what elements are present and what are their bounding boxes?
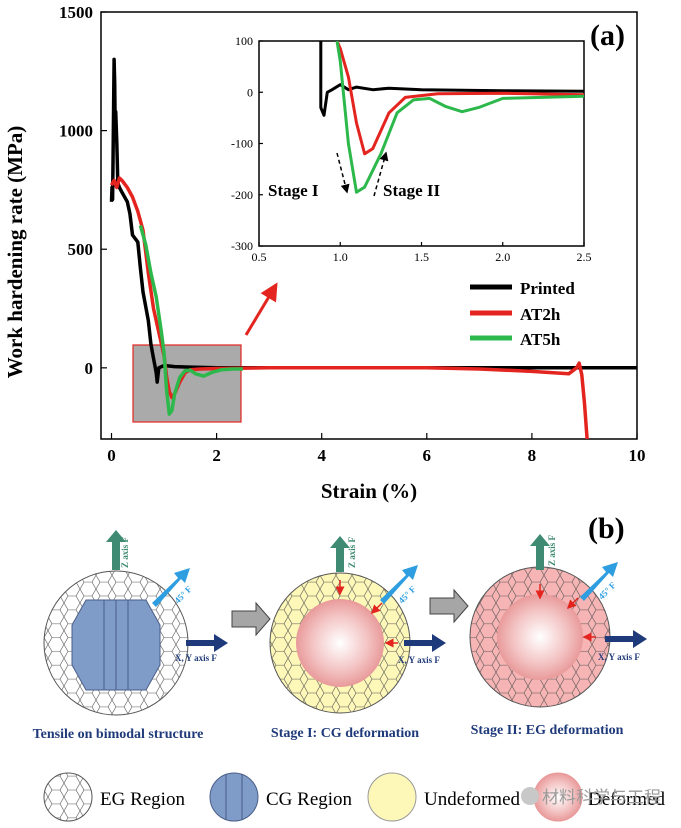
deformed-cg-core [497, 594, 583, 680]
z-force-label: Z axis F [347, 536, 357, 568]
annotation-stage-ii: Stage II [383, 181, 441, 200]
legend-label-at5h: AT5h [520, 330, 561, 349]
legend-label-printed: Printed [520, 279, 575, 298]
watermark-text: 材料科学与工程 [542, 788, 661, 807]
main-y-axis-label: Work hardening rate (MPa) [3, 126, 27, 379]
inset-axes: 0.5 1.0 1.5 2.0 2.5 -300 -200 -100 0 100 [231, 34, 592, 264]
main-y-tick-label: 0 [85, 359, 94, 378]
main-x-tick-label: 10 [629, 446, 646, 465]
watermark-logo-icon [521, 787, 539, 805]
xy-force-label: X, Y axis F [175, 653, 217, 663]
stage-caption-stage-i: Stage I: CG deformation [271, 726, 419, 741]
inset-y-tick-label: 0 [247, 85, 253, 99]
inset-x-tick-label: 2.0 [495, 250, 510, 264]
main-legend: Printed AT2h AT5h [470, 279, 575, 349]
inset-y-tick-label: -100 [231, 137, 253, 151]
legend-cg-label: CG Region [266, 789, 353, 810]
main-plot-frame [100, 11, 638, 440]
schematic-stage-ii: Z axis F 45° F X, Y axis F Stage II: EG … [469, 534, 647, 738]
stage-ii-arrow [373, 151, 389, 197]
diag-force-label: 45° F [172, 584, 194, 606]
process-arrow-1 [231, 601, 271, 637]
process-arrow-2 [429, 588, 469, 624]
legend-deformed-label: Deformed [588, 789, 666, 810]
legend-undeformed-label: Undeformed [424, 789, 521, 810]
main-series [109, 57, 637, 439]
inset-series-printed [319, 41, 584, 117]
inset-x-tick-label: 2.5 [577, 250, 592, 264]
main-x-tick-label: 0 [107, 446, 116, 465]
z-force-arrow [330, 536, 350, 572]
panel-b-schematic: (b) Z axis F 45° F X, Y axis F Tensile o… [33, 512, 666, 822]
xy-force-label: X, Y axis F [398, 655, 440, 665]
schematic-legend: EG Region CG Region Undeformed Deformed … [43, 772, 666, 822]
stage-caption-stage-ii: Stage II: EG deformation [471, 723, 624, 738]
main-x-axis-label: Strain (%) [321, 479, 417, 503]
inset-series-at2h [335, 41, 584, 156]
stage-arrow [370, 602, 383, 615]
z-force-arrow [530, 534, 550, 570]
xy-force-arrow [404, 634, 446, 652]
legend-eg-label: EG Region [100, 789, 185, 810]
inset-y-tick-label: 100 [235, 34, 253, 48]
xy-force-arrow [605, 630, 647, 648]
main-y-tick-label: 1000 [59, 122, 93, 141]
xy-force-label: X, Y axis F [598, 652, 640, 662]
panel-b-label: (b) [588, 512, 625, 545]
inset-x-tick-label: 1.5 [414, 250, 429, 264]
main-series-at5h [138, 225, 243, 416]
main-x-tick-label: 2 [212, 446, 221, 465]
inset-series [319, 41, 584, 194]
main-x-tick-label: 4 [317, 446, 326, 465]
inset-series-at5h [335, 41, 584, 194]
schematic-stage-i: Z axis F 45° F X, Y axis F Stage I: CG d… [269, 536, 446, 741]
legend-eg-hex [44, 773, 92, 821]
xy-force-arrow [186, 634, 228, 652]
z-force-arrow [106, 530, 126, 570]
main-y-tick-label: 500 [68, 240, 94, 259]
diag-force-arrow [380, 565, 418, 604]
z-force-label: Z axis F [547, 534, 557, 566]
annotation-stage-i: Stage I [268, 181, 319, 200]
zoom-arrow [244, 282, 278, 336]
inset-y-tick-label: -300 [231, 239, 253, 253]
inset-y-tick-label: -200 [231, 188, 253, 202]
diag-force-label: 45° F [396, 584, 418, 606]
deformed-cg-core [296, 599, 384, 687]
panel-a-label: (a) [590, 19, 625, 52]
diag-force-arrow [152, 568, 190, 607]
legend-undeformed-swatch [367, 772, 417, 822]
inset-x-tick-label: 1.0 [333, 250, 348, 264]
z-force-label: Z axis F [120, 536, 130, 568]
legend-label-at2h: AT2h [520, 305, 561, 324]
stage-arrow [566, 597, 579, 610]
legend-cg-swatch [209, 772, 259, 822]
main-x-tick-label: 8 [528, 446, 537, 465]
schematic-stage-bimodal: Z axis F 45° F X, Y axis F Tensile on bi… [33, 530, 228, 742]
zoom-region-box [132, 344, 242, 423]
diag-force-arrow [580, 562, 618, 601]
inset-plot-frame [258, 40, 585, 247]
main-x-tick-label: 6 [423, 446, 432, 465]
main-y-tick-label: 1500 [59, 3, 93, 22]
stage-caption-bimodal: Tensile on bimodal structure [33, 727, 204, 742]
inset-x-tick-label: 0.5 [252, 250, 267, 264]
